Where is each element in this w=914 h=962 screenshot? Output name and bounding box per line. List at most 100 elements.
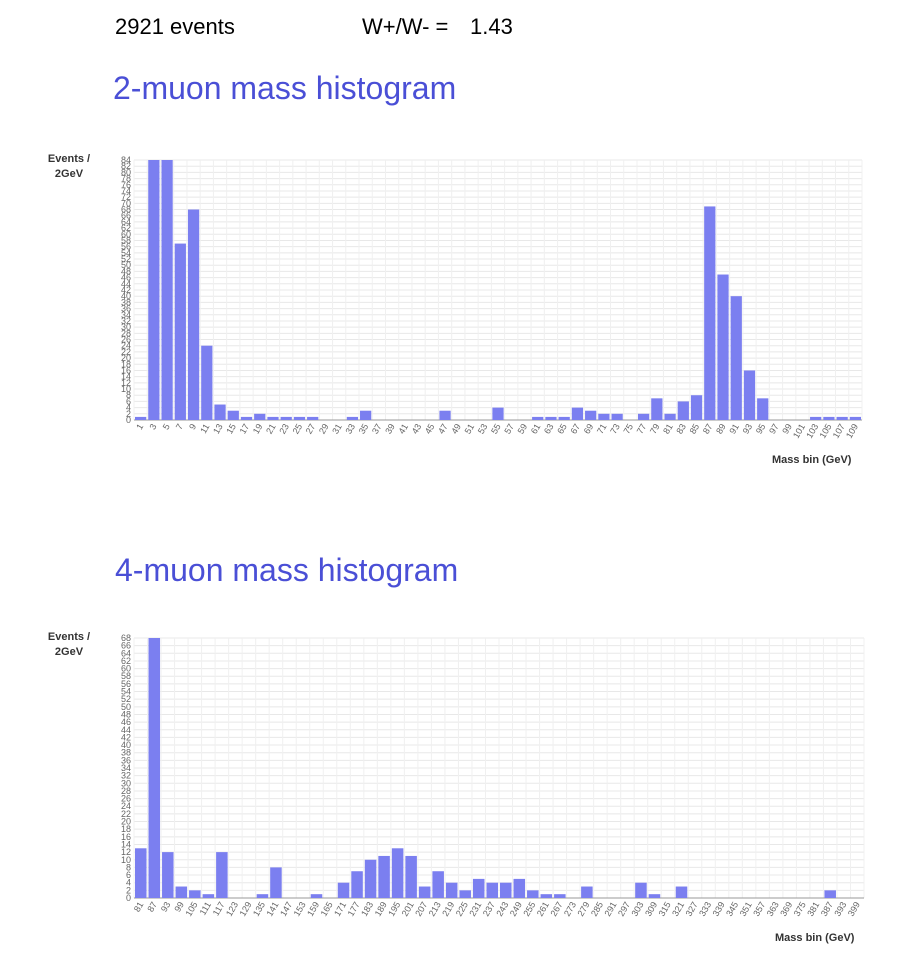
hist2mu-x-tick-label: 99 xyxy=(780,422,794,436)
hist2mu-bar xyxy=(201,345,213,420)
hist4mu-x-tick-label: 381 xyxy=(805,900,821,918)
hist2mu-x-tick-label: 43 xyxy=(410,422,424,436)
hist4mu-y-tick-label: 50 xyxy=(121,702,131,712)
hist2mu-bar xyxy=(677,401,689,420)
hist4mu-x-tick-label: 273 xyxy=(562,900,578,918)
hist2mu-x-tick-label: 11 xyxy=(198,422,211,435)
hist4mu-bar xyxy=(189,890,201,898)
hist4mu-y-tick-label: 44 xyxy=(121,725,131,735)
hist4mu-bar xyxy=(648,894,661,898)
hist4mu-x-tick-label: 87 xyxy=(145,900,159,914)
hist2mu-x-tick-label: 47 xyxy=(436,422,450,436)
hist2mu-bar xyxy=(214,404,226,420)
hist2mu-x-tick-label: 61 xyxy=(529,422,543,436)
hist4mu-y-tick-label: 0 xyxy=(126,893,131,903)
hist2mu-bar xyxy=(148,160,160,420)
hist4mu-bar xyxy=(175,886,188,898)
hist2mu-bar xyxy=(637,413,650,420)
hist2mu-y-tick-label: 80 xyxy=(121,167,131,177)
hist2mu-y-tick-label: 48 xyxy=(121,266,131,276)
hist4mu-x-tick-label: 225 xyxy=(454,900,470,918)
events-count: 2921 events xyxy=(115,14,235,39)
hist2mu-x-tick-label: 21 xyxy=(264,422,278,436)
hist4mu-y-tick-label: 30 xyxy=(121,778,131,788)
hist4mu-y-tick-label: 2 xyxy=(126,885,131,895)
hist2mu-x-tick-label: 31 xyxy=(330,422,344,436)
hist2mu-x-tick-label: 73 xyxy=(608,422,622,436)
hist4mu-bar xyxy=(459,890,471,898)
hist4mu-bar xyxy=(391,848,404,898)
hist2mu-bar xyxy=(757,398,769,420)
hist2mu-bar xyxy=(730,296,742,420)
hist4mu-x-tick-label: 315 xyxy=(657,900,673,918)
hist2mu-x-tick-label: 75 xyxy=(621,422,635,436)
hist2mu-bar xyxy=(664,413,676,420)
hist2mu-bar xyxy=(836,416,848,420)
hist4mu-y-tick-label: 28 xyxy=(121,786,131,796)
hist4mu-y-tick-label: 18 xyxy=(121,824,131,834)
hist4mu-x-tick-label: 213 xyxy=(427,900,443,918)
hist2mu-x-tick-label: 59 xyxy=(516,422,530,436)
hist4mu-y-tick-label: 38 xyxy=(121,748,131,758)
hist4mu-x-tick-label: 153 xyxy=(292,900,308,918)
hist2mu-x-tick-label: 19 xyxy=(251,422,265,436)
hist2mu-x-tick-label: 93 xyxy=(741,422,755,436)
ratio-label: W+/W- = xyxy=(362,14,449,39)
hist4mu-bar xyxy=(445,882,458,898)
hist4mu-x-tick-label: 201 xyxy=(400,900,416,918)
hist4mu-x-tick-label: 393 xyxy=(832,900,848,918)
hist4mu-x-tick-label: 141 xyxy=(265,900,281,918)
hist4mu-bar xyxy=(486,882,498,898)
hist4mu-x-tick-label: 267 xyxy=(548,900,564,918)
hist4mu-bar xyxy=(337,882,350,898)
hist4mu-x-tick-label: 219 xyxy=(440,900,456,918)
hist4mu-bar xyxy=(554,894,566,898)
hist2mu-x-tick-label: 23 xyxy=(277,422,291,436)
hist4mu-x-tick-label: 375 xyxy=(792,900,808,918)
hist2mu-y-tick-label: 4 xyxy=(126,403,131,413)
hist2mu-y-tick-label: 78 xyxy=(121,174,131,184)
hist4mu-x-tick-label: 111 xyxy=(198,900,214,917)
hist4mu-bar xyxy=(824,890,836,898)
hist2mu-y-tick-label: 18 xyxy=(121,359,131,369)
hist4mu-x-tick-label: 345 xyxy=(724,900,740,918)
chart-title-2muon: 2-muon mass histogram xyxy=(113,70,457,106)
hist4mu-x-tick-label: 303 xyxy=(630,900,646,918)
hist2mu-y-tick-label: 76 xyxy=(121,180,131,190)
hist4mu-x-tick-label: 333 xyxy=(697,900,713,918)
hist4mu-x-tick-label: 339 xyxy=(711,900,727,918)
hist4mu-x-tick-label: 117 xyxy=(211,900,227,917)
hist2mu-x-tick-label: 13 xyxy=(211,422,225,436)
hist2mu-bar xyxy=(743,370,756,420)
hist2mu-x-tick-label: 69 xyxy=(582,422,596,436)
hist4mu-y-tick-label: 16 xyxy=(121,832,131,842)
hist2mu-bar xyxy=(823,416,835,420)
hist2mu-bar xyxy=(227,410,239,420)
hist4mu-x-tick-label: 177 xyxy=(346,900,362,918)
hist4mu-x-tick-label: 255 xyxy=(521,900,537,918)
hist2mu-x-tick-label: 89 xyxy=(714,422,728,436)
hist2mu-y-tick-label: 20 xyxy=(121,353,131,363)
hist2mu-bar xyxy=(135,416,147,420)
hist4mu-y-tick-label: 14 xyxy=(121,839,131,849)
hist4mu-x-tick-label: 357 xyxy=(751,900,767,918)
hist2mu-x-tick-label: 33 xyxy=(343,422,357,436)
hist4mu-y-tick-label: 6 xyxy=(126,870,131,880)
hist4mu-x-tick-label: 129 xyxy=(237,900,253,918)
hist2mu-bar xyxy=(492,407,504,420)
hist4mu-x-tick-label: 171 xyxy=(332,900,348,918)
hist4mu-x-tick-label: 321 xyxy=(670,900,686,918)
hist2mu-bar xyxy=(690,395,703,420)
hist4mu-y-tick-label: 34 xyxy=(121,763,131,773)
hist4mu-bar xyxy=(527,890,539,898)
x-axis-label-4muon: Mass bin (GeV) xyxy=(775,932,855,944)
hist2mu-bar xyxy=(174,243,186,420)
hist2mu-bar xyxy=(307,416,319,420)
hist2mu-bar xyxy=(704,206,716,420)
hist2mu-y-tick-label: 72 xyxy=(121,192,131,202)
hist2mu-x-tick-label: 79 xyxy=(648,422,662,436)
hist4mu-bar xyxy=(310,894,323,898)
ratio-value: 1.43 xyxy=(470,14,513,39)
hist2mu-x-tick-label: 29 xyxy=(317,422,331,436)
hist4mu-bar xyxy=(513,878,526,898)
